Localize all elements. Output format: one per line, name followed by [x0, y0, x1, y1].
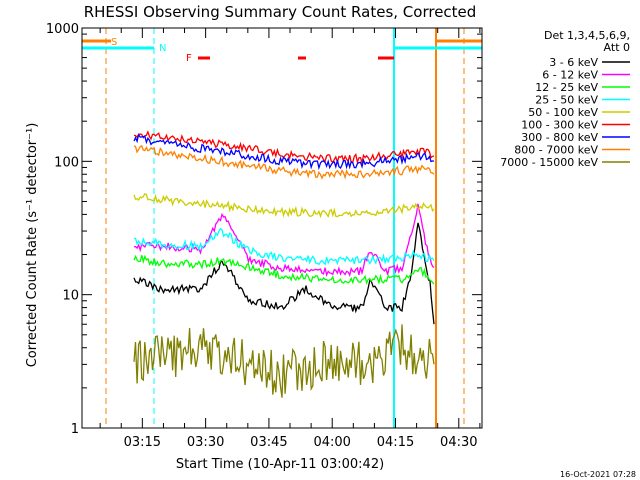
- series-line: [133, 203, 435, 278]
- series-line: [133, 324, 435, 398]
- legend-label: 3 - 6 keV: [549, 56, 598, 69]
- y-tick-label: 1000: [46, 22, 79, 37]
- x-tick-label: 04:30: [440, 435, 477, 450]
- x-tick-label: 03:45: [250, 435, 287, 450]
- legend-label: 7000 - 15000 keV: [500, 156, 598, 169]
- legend-label: 800 - 7000 keV: [514, 144, 598, 157]
- x-axis-label: Start Time (10-Apr-11 03:00:42): [176, 457, 384, 472]
- x-tick-label: 03:15: [124, 435, 161, 450]
- night-flag-label: N: [159, 43, 166, 54]
- legend-label: 100 - 300 keV: [521, 119, 598, 132]
- series-line: [133, 130, 435, 165]
- saa-flag-label: S: [111, 37, 117, 48]
- series-line: [133, 192, 435, 219]
- series-line: [133, 133, 435, 171]
- x-tick-label: 04:00: [313, 435, 350, 450]
- footer-date: 16-Oct-2021 07:28: [560, 470, 636, 479]
- legend-label: 300 - 800 keV: [521, 131, 598, 144]
- legend-label: 6 - 12 keV: [542, 69, 598, 82]
- y-tick-label: 10: [62, 289, 79, 304]
- legend-label: 50 - 100 keV: [528, 106, 598, 119]
- series-line: [133, 222, 435, 325]
- y-tick-label: 1: [71, 422, 79, 437]
- legend-header-1: Det 1,3,4,5,6,9,: [544, 29, 630, 42]
- chart-title: RHESSI Observing Summary Count Rates, Co…: [84, 3, 477, 21]
- y-tick-label: 100: [54, 155, 79, 170]
- series-line: [133, 145, 435, 180]
- flare-flag-label: F: [186, 53, 192, 64]
- legend-label: 25 - 50 keV: [535, 94, 598, 107]
- series-line: [133, 227, 435, 266]
- plot-area: [82, 28, 482, 429]
- y-axis-label: Corrected Count Rate (s⁻¹ detector⁻¹): [25, 123, 40, 368]
- x-tick-label: 03:30: [187, 435, 224, 450]
- legend-header-2: Att 0: [604, 41, 630, 54]
- x-tick-label: 04:15: [377, 435, 414, 450]
- plot-frame: [81, 27, 483, 429]
- legend-label: 12 - 25 keV: [535, 81, 598, 94]
- series-line: [133, 254, 435, 286]
